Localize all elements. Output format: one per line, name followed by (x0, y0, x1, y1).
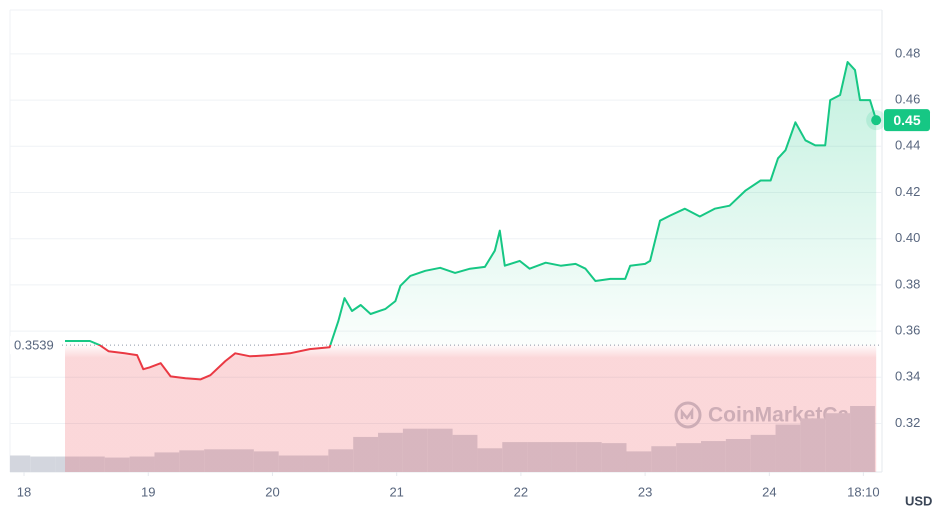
y-tick-label: 0.48 (895, 45, 920, 60)
price-line (65, 61, 878, 381)
x-tick-label: 18 (17, 484, 31, 499)
x-tick-label: 23 (638, 484, 652, 499)
x-tick-label: 24 (762, 484, 776, 499)
y-tick-label: 0.44 (895, 138, 920, 153)
price-area (65, 62, 877, 472)
y-tick-label: 0.46 (895, 92, 920, 107)
x-tick-label: 19 (141, 484, 155, 499)
volume-bar (30, 456, 56, 472)
baseline-label-bg (10, 336, 62, 355)
y-tick-label: 0.32 (895, 415, 920, 430)
y-tick-label: 0.40 (895, 230, 920, 245)
y-tick-label: 0.34 (895, 369, 920, 384)
unit-label: USD (905, 493, 932, 508)
current-price-label: 0.45 (893, 112, 920, 128)
x-tick-label: 21 (389, 484, 403, 499)
y-tick-label: 0.38 (895, 276, 920, 291)
current-price-box (884, 109, 930, 132)
x-tick-label: 22 (514, 484, 528, 499)
volume-bar (10, 455, 31, 472)
x-tick-label: 20 (265, 484, 279, 499)
x-tick-label: 18:10 (847, 484, 880, 499)
current-point (871, 115, 882, 126)
y-tick-label: 0.36 (895, 323, 920, 338)
y-tick-label: 0.42 (895, 184, 920, 199)
baseline-label: 0.3539 (14, 338, 54, 353)
